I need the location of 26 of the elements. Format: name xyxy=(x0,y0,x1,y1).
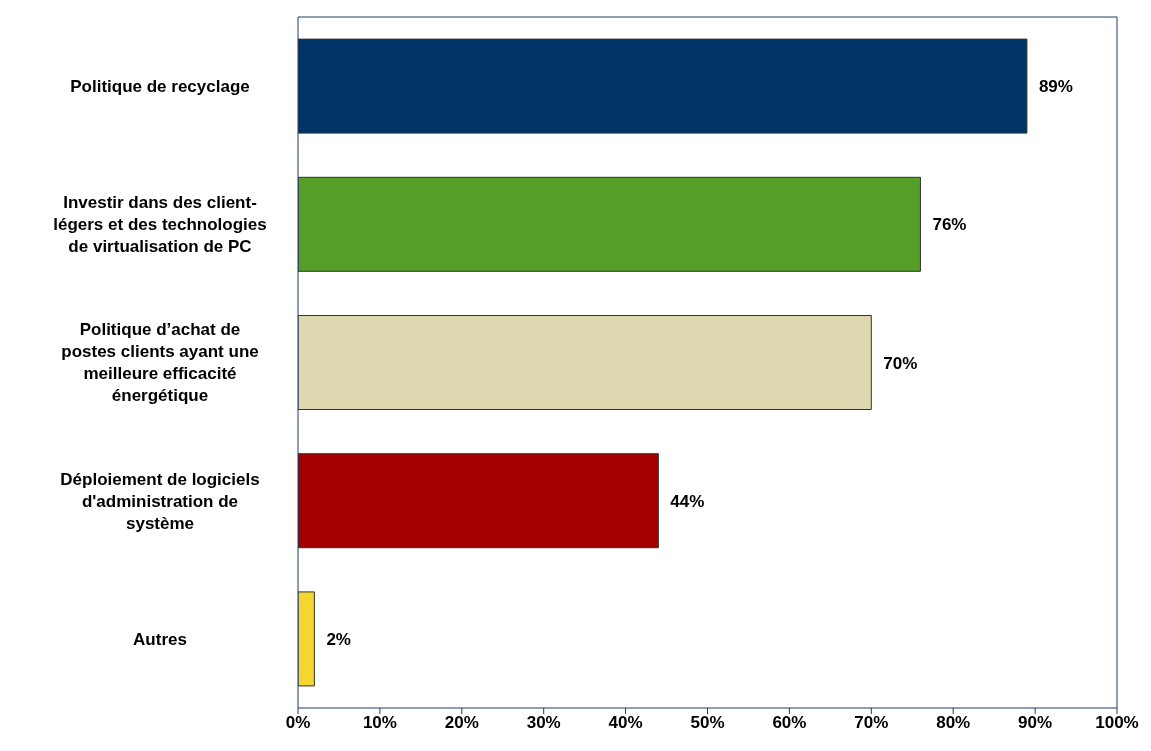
bar xyxy=(298,591,315,687)
y-tick-label: Déploiement de logiciels d'administration de système xyxy=(60,469,260,533)
y-tick-label: Politique d’achat de postes clients ayant une meilleure efficacité énergétique xyxy=(61,320,259,406)
x-tick-label: 30% xyxy=(526,713,561,733)
x-tick-label: 50% xyxy=(690,713,725,733)
data-label: 44% xyxy=(670,491,705,511)
x-tick-label: 10% xyxy=(362,713,397,733)
data-label: 70% xyxy=(883,353,918,373)
x-tick-label: 60% xyxy=(772,713,807,733)
x-tick-label: 70% xyxy=(854,713,889,733)
y-tick-label: Politique de recyclage xyxy=(70,77,250,97)
x-tick-label: 0% xyxy=(285,713,311,733)
x-tick-label: 40% xyxy=(608,713,643,733)
bar xyxy=(298,176,921,272)
x-tick-label: 80% xyxy=(936,713,971,733)
y-tick-label: Investir dans des client-légers et des technologies de virtualisation de PC xyxy=(53,193,267,257)
bar xyxy=(298,453,659,549)
data-label: 2% xyxy=(326,629,351,649)
data-label: 89% xyxy=(1038,77,1073,97)
y-tick-label: Autres xyxy=(133,629,187,649)
data-label: 76% xyxy=(932,215,967,235)
bar xyxy=(298,38,1028,134)
x-tick-label: 20% xyxy=(444,713,479,733)
x-tick-label: 100% xyxy=(1095,713,1139,733)
x-tick-label: 90% xyxy=(1018,713,1053,733)
bar xyxy=(298,315,872,411)
